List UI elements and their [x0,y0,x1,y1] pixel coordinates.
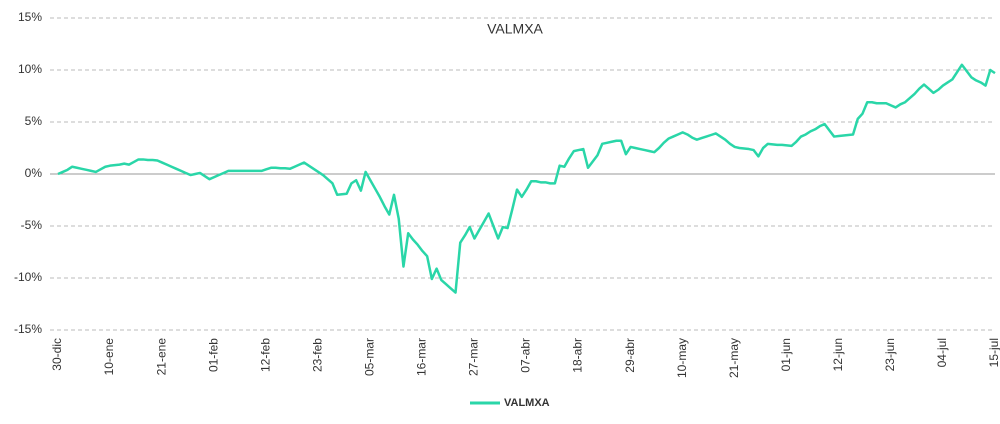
x-tick-label: 16-mar [415,338,429,376]
x-tick-label: 12-feb [258,338,272,372]
x-tick-label: 21-ene [154,338,168,376]
y-tick-label: -15% [14,322,42,336]
x-tick-label: 01-jun [779,338,793,371]
x-tick-label: 18-abr [571,338,585,373]
x-tick-label: 30-dic [50,338,64,371]
series-line [57,63,996,294]
x-tick-label: 15-jul [987,338,1000,367]
x-tick-label: 23-jun [883,338,897,371]
x-tick-label: 27-mar [467,338,481,376]
y-tick-label: 10% [18,62,42,76]
y-tick-label: -5% [21,218,43,232]
y-tick-label: 15% [18,10,42,24]
x-tick-label: 29-abr [623,338,637,373]
x-tick-label: 07-abr [519,338,533,373]
legend-label: VALMXA [504,397,550,409]
x-tick-label: 21-may [727,338,741,378]
x-tick-label: 12-jun [831,338,845,371]
x-tick-label: 01-feb [206,338,220,372]
y-tick-label: -10% [14,270,42,284]
y-tick-label: 0% [25,166,43,180]
x-tick-label: 05-mar [363,338,377,376]
x-tick-label: 10-ene [102,338,116,376]
y-tick-label: 5% [25,114,43,128]
x-tick-label: 04-jul [935,338,949,367]
x-tick-label: 10-may [675,338,689,378]
x-tick-label: 23-feb [310,338,324,372]
chart-title: VALMXA [487,21,543,37]
